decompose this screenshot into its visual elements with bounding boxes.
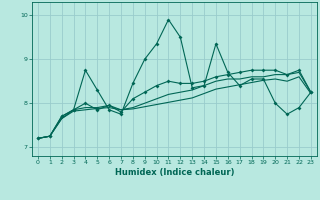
X-axis label: Humidex (Indice chaleur): Humidex (Indice chaleur) bbox=[115, 168, 234, 177]
